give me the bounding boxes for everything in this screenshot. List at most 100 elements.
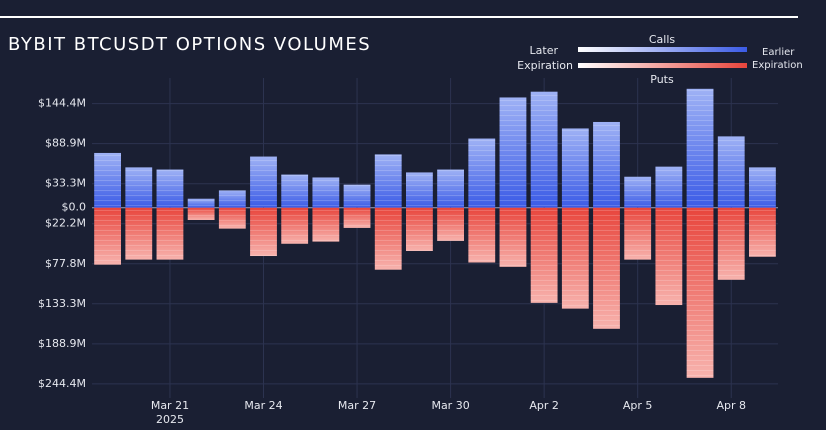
y-tick-label: $33.3M [45,177,86,190]
bar-group [156,169,184,208]
bar-group [125,207,153,260]
bar-texture [561,128,589,208]
bar-texture [281,207,309,244]
legend-left: Later [530,44,559,57]
bar-group [593,207,620,329]
bar-texture [187,207,215,220]
bar-texture [593,121,620,208]
bar-group [312,207,340,242]
bar-group [717,136,745,208]
x-tick-label: Apr 5 [623,399,653,412]
bar-group [94,207,121,265]
bar-group [468,207,496,263]
bar-texture [468,207,496,263]
legend-right: Earlier [762,47,795,58]
bar-texture [218,207,246,229]
bar-group [655,166,683,208]
bar-texture [499,207,527,267]
x-year-label: 2025 [156,413,184,426]
chart-title: BYBIT BTCUSDT OPTIONS VOLUMES [8,34,371,55]
bar-texture [406,172,433,208]
bar-texture [655,207,683,306]
bar-texture [717,207,745,280]
bar-group [374,154,402,208]
bar-group [749,207,776,257]
legend-label: Puts [650,73,674,86]
bar-group [406,207,433,251]
bar-group [343,207,371,228]
bar-texture [749,167,776,208]
bar-group [187,198,215,208]
y-tick-label: $22.2M [45,217,86,230]
bar-texture [624,207,652,260]
y-tick-label: $188.9M [38,337,86,350]
bar-group [250,156,277,208]
bar-texture [686,88,714,208]
bar-texture [530,207,558,303]
bar-group [187,207,215,220]
bar-texture [281,174,309,208]
bar-texture [218,190,246,208]
bar-group [624,207,652,260]
legend-swatch [578,63,747,68]
bar-texture [437,207,464,241]
bar-group [561,207,589,309]
bar-group [561,128,589,208]
bar-texture [624,176,652,208]
bar-texture [343,184,371,208]
bar-texture [437,169,464,208]
bar-group [686,207,714,378]
bar-texture [749,207,776,257]
x-tick-label: Apr 2 [529,399,559,412]
bar-texture [406,207,433,251]
bar-texture [561,207,589,309]
y-tick-label: $244.4M [38,377,86,390]
bar-group [125,167,153,208]
bar-texture [343,207,371,228]
bar-texture [156,207,184,260]
bar-group [312,177,340,208]
x-tick-label: Mar 27 [338,399,376,412]
bar-group [717,207,745,280]
bar-group [593,121,620,208]
bar-group [655,207,683,306]
legend-label: Calls [649,33,676,46]
x-tick-label: Apr 8 [716,399,746,412]
legend-swatch [578,47,747,52]
bar-texture [499,97,527,208]
bar-group [624,176,652,208]
y-tick-label: $88.9M [45,137,86,150]
y-tick-label: $133.3M [38,297,86,310]
bar-group [343,184,371,208]
bar-group [686,88,714,208]
x-tick-label: Mar 24 [244,399,282,412]
bar-group [499,97,527,208]
bar-group [437,207,464,241]
bar-texture [187,198,215,208]
bar-texture [312,207,340,242]
y-tick-label: $77.8M [45,257,86,270]
bar-texture [655,166,683,208]
bar-group [468,138,496,208]
bar-group [499,207,527,267]
bar-texture [374,207,402,270]
bar-group [406,172,433,208]
legend-right: Expiration [752,60,803,71]
bar-texture [686,207,714,378]
bar-texture [125,207,153,260]
bar-texture [94,207,121,265]
bar-group [94,152,121,208]
bar-texture [530,91,558,208]
bar-group [281,207,309,244]
bar-texture [593,207,620,329]
bar-texture [94,152,121,208]
x-tick-label: Mar 21 [151,399,189,412]
bar-group [437,169,464,208]
bar-group [530,207,558,303]
bar-group [374,207,402,270]
bar-group [749,167,776,208]
x-tick-label: Mar 30 [431,399,469,412]
y-tick-label: $0.0 [62,201,87,214]
bar-texture [250,156,277,208]
